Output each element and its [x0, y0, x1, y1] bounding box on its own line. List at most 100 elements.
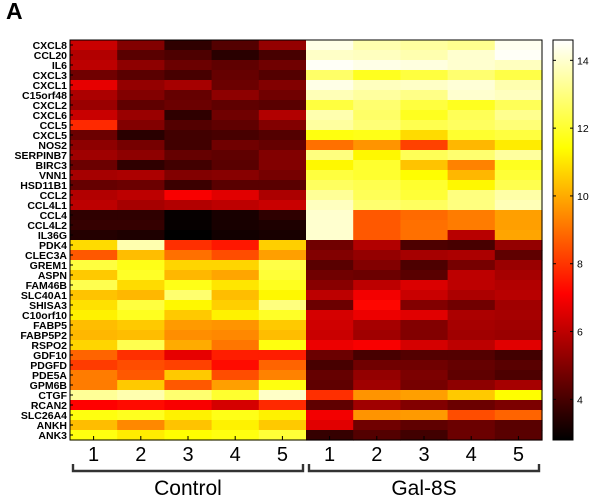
- heatmap-cell: [164, 40, 213, 51]
- row-label: SLC26A4: [21, 410, 67, 422]
- heatmap-cell: [400, 400, 449, 411]
- heatmap-cell: [70, 370, 118, 381]
- heatmap-cell: [494, 70, 543, 81]
- heatmap-cell: [258, 100, 307, 111]
- heatmap-cell: [258, 400, 307, 411]
- heatmap-cell: [447, 400, 496, 411]
- heatmap-cell: [400, 110, 449, 121]
- heatmap-cell: [258, 210, 307, 221]
- heatmap-cell: [258, 390, 307, 401]
- heatmap-cell: [353, 70, 401, 81]
- heatmap-cell: [211, 370, 260, 381]
- heatmap-cell: [211, 110, 260, 121]
- heatmap-cell: [306, 330, 354, 341]
- colorbar-tick-label: 6: [577, 327, 583, 339]
- colorbar-ticks: 4 6 8 10 12 14: [553, 55, 589, 406]
- heatmap-cell: [258, 430, 307, 441]
- heatmap-cell: [258, 190, 307, 201]
- heatmap-cell: [211, 90, 260, 101]
- heatmap-cell: [353, 390, 401, 401]
- heatmap-cell: [211, 120, 260, 131]
- heatmap-cell: [400, 350, 449, 361]
- heatmap-cell: [494, 380, 543, 391]
- heatmap-cell: [117, 390, 165, 401]
- heatmap-cell: [70, 380, 118, 391]
- heatmap-cell: [306, 110, 354, 121]
- heatmap-cell: [494, 110, 543, 121]
- heatmap-cell: [70, 110, 118, 121]
- row-label: CCL4L2: [27, 220, 67, 232]
- heatmap-cell: [353, 160, 401, 171]
- heatmap-cell: [447, 320, 496, 331]
- heatmap-cell: [353, 100, 401, 111]
- heatmap-cell: [353, 290, 401, 301]
- colorbar-tick-label: 12: [577, 123, 589, 135]
- heatmap-cell: [306, 290, 354, 301]
- row-label: IL6: [52, 60, 67, 72]
- heatmap-cell: [353, 130, 401, 141]
- heatmap-cell: [306, 80, 354, 91]
- heatmap-cell: [400, 40, 449, 51]
- heatmap-cell: [164, 420, 213, 431]
- heatmap-cell: [211, 220, 260, 231]
- heatmap-cell: [70, 390, 118, 401]
- heatmap-cell: [70, 180, 118, 191]
- row-label: ASPN: [38, 270, 67, 282]
- heatmap-cell: [494, 160, 543, 171]
- heatmap-cell: [306, 210, 354, 221]
- heatmap-cell: [353, 80, 401, 91]
- heatmap-cell: [211, 60, 260, 71]
- colorbar-tick-label: 10: [577, 191, 589, 203]
- heatmap-cell: [306, 350, 354, 361]
- heatmap-cell: [447, 160, 496, 171]
- heatmap-cell: [258, 310, 307, 321]
- heatmap-cell: [70, 190, 118, 201]
- heatmap-cell: [306, 400, 354, 411]
- heatmap-cell: [447, 220, 496, 231]
- heatmap-cell: [258, 410, 307, 421]
- heatmap-cell: [400, 290, 449, 301]
- heatmap-cell: [164, 370, 213, 381]
- row-label: HSD11B1: [20, 180, 67, 192]
- row-label: IL36G: [38, 230, 67, 242]
- heatmap-cell: [211, 80, 260, 91]
- heatmap-cell: [70, 270, 118, 281]
- heatmap-cell: [353, 380, 401, 391]
- heatmap-cell: [164, 70, 213, 81]
- heatmap-cell: [70, 360, 118, 371]
- column-label: 2: [371, 444, 382, 466]
- heatmap-cell: [400, 50, 449, 61]
- heatmap-cell: [164, 380, 213, 391]
- heatmap-cell: [258, 370, 307, 381]
- heatmap-cell: [400, 280, 449, 291]
- heatmap-cell: [353, 300, 401, 311]
- heatmap-cell: [258, 320, 307, 331]
- heatmap-cell: [164, 190, 213, 201]
- row-label: PDK4: [39, 240, 67, 252]
- heatmap-cell: [117, 360, 165, 371]
- heatmap-cell: [400, 360, 449, 371]
- heatmap-cell: [353, 350, 401, 361]
- heatmap-cell: [70, 50, 118, 61]
- heatmap-cell: [353, 260, 401, 271]
- heatmap-cell: [306, 360, 354, 371]
- heatmap-cell: [400, 320, 449, 331]
- heatmap-cell: [258, 170, 307, 181]
- heatmap-cell: [447, 40, 496, 51]
- heatmap-cell: [447, 390, 496, 401]
- heatmap-cell: [447, 300, 496, 311]
- heatmap-cell: [211, 170, 260, 181]
- heatmap-cell: [400, 200, 449, 211]
- heatmap-cell: [164, 390, 213, 401]
- heatmap-cell: [258, 120, 307, 131]
- heatmap-cell: [211, 320, 260, 331]
- heatmap-cell: [164, 90, 213, 101]
- heatmap-cell: [70, 80, 118, 91]
- heatmap-cell: [164, 260, 213, 271]
- heatmap-cell: [306, 430, 354, 441]
- row-label: VNN1: [39, 170, 67, 182]
- heatmap-cell: [306, 40, 354, 51]
- heatmap-cell: [258, 130, 307, 141]
- heatmap-cell: [400, 100, 449, 111]
